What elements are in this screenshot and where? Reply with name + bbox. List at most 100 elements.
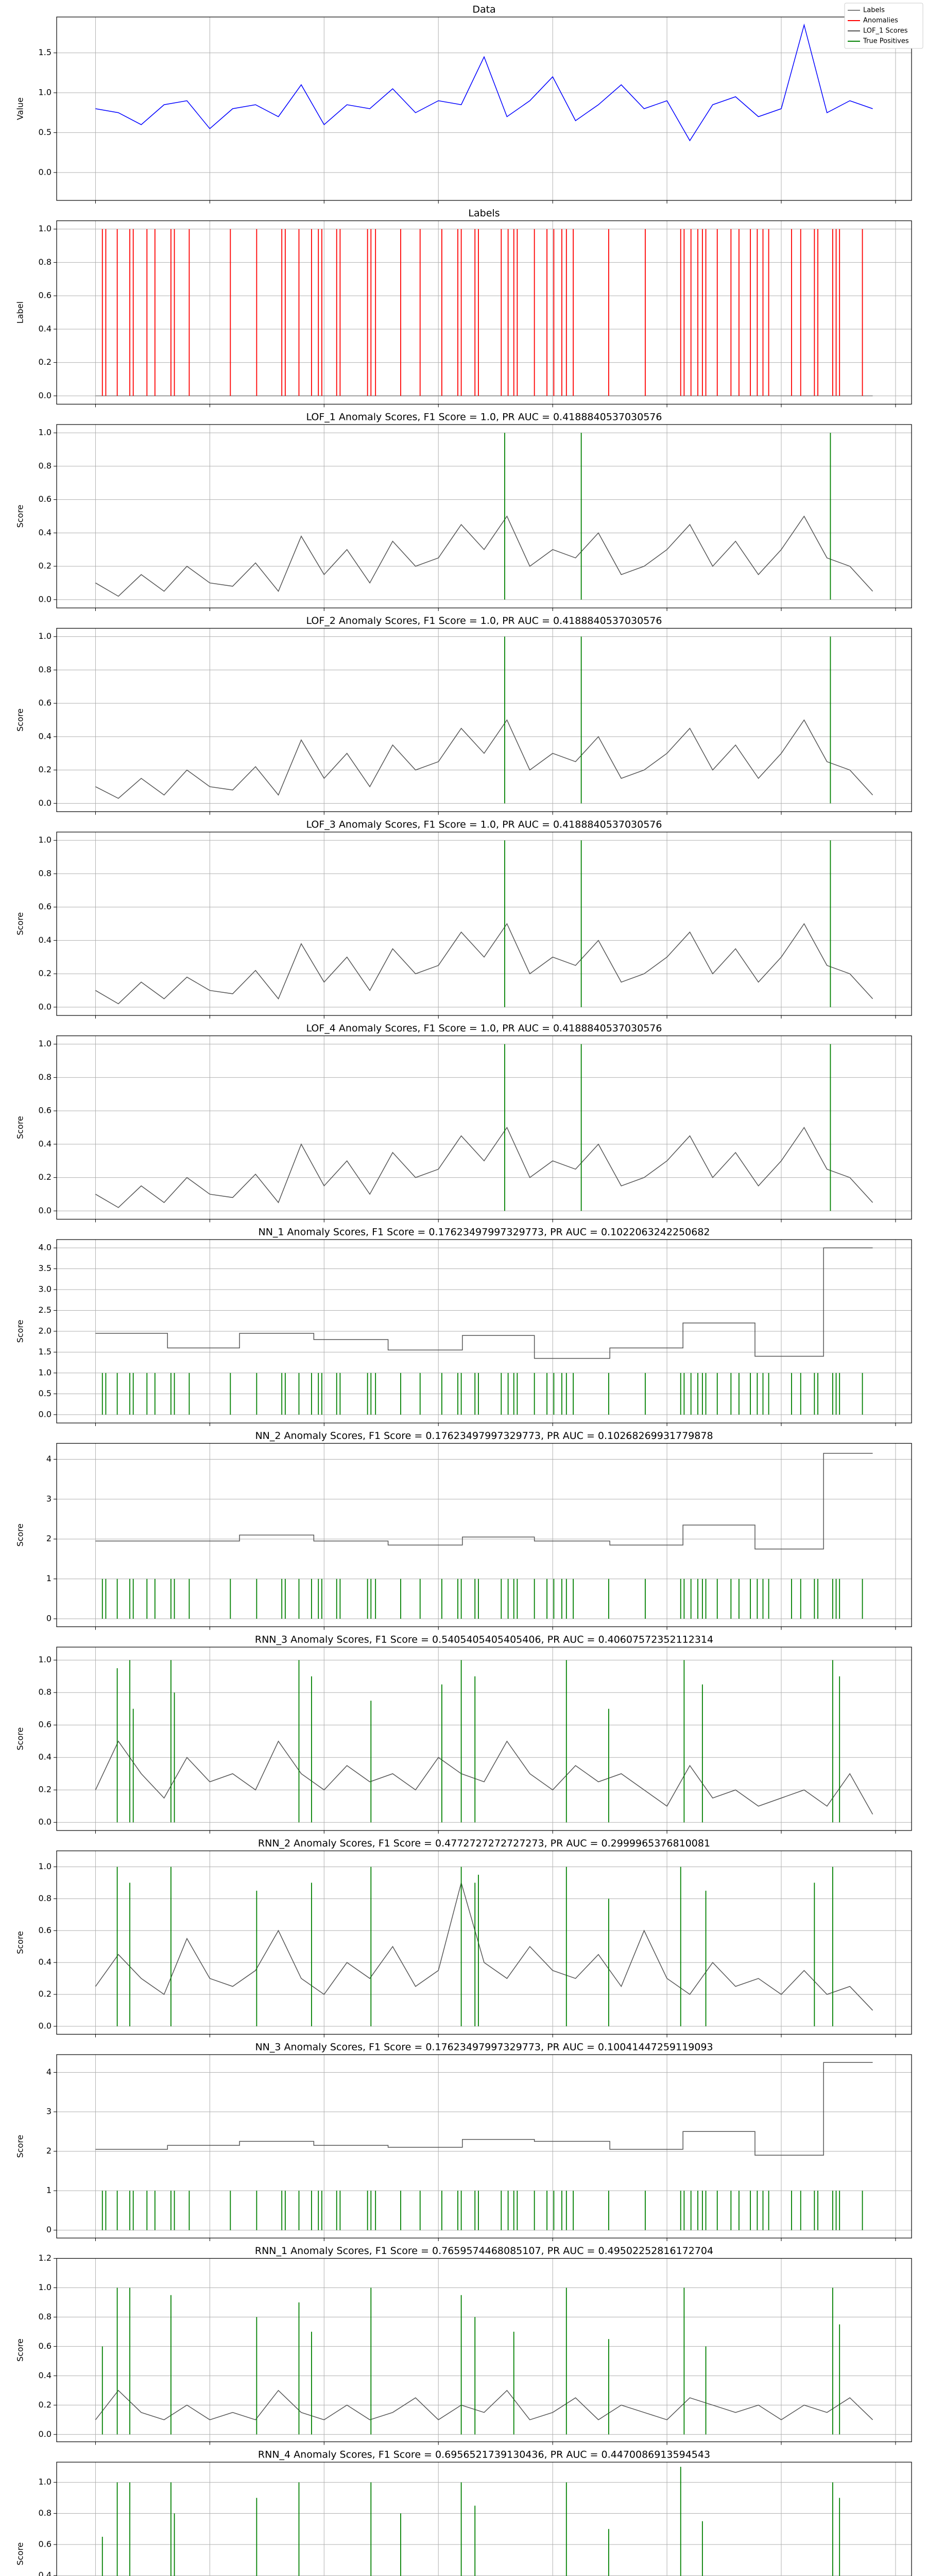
score-line — [95, 2389, 873, 2420]
panel: 0.0 0.2 0.4 0.6 0.8 1.0 1.2 RNN_1 Anomaly Score… — [15, 2245, 912, 2445]
panel-title: RNN_3 Anomaly Scores, F1 Score = 0.54054… — [255, 1634, 713, 1646]
y-tick-label: 0.8 — [39, 1687, 52, 1697]
axes-frame — [56, 1035, 912, 1220]
score-line — [95, 1740, 873, 1815]
panel-title: RNN_4 Anomaly Scores, F1 Score = 0.69565… — [258, 2449, 710, 2461]
y-tick-label: 0.8 — [39, 257, 52, 267]
panel: 0.0 0.5 1.0 1.5 2.0 2.5 3.0 3.5 4.0 NN_1 Anomaly … — [15, 1227, 912, 1426]
panel: 0.0 0.2 0.4 0.6 0.8 1.0 LOF_3 Anomaly Scores, … — [15, 819, 912, 1019]
legend-label: Labels — [863, 7, 885, 14]
y-tick-label: 0.2 — [39, 357, 52, 367]
panel-title: NN_1 Anomaly Scores, F1 Score = 0.176234… — [258, 1227, 710, 1238]
panel-title: Data — [472, 4, 495, 15]
y-tick-label: 1.0 — [39, 428, 52, 437]
y-tick-label: 4.0 — [39, 1243, 52, 1252]
y-tick-label: 0.0 — [39, 167, 52, 177]
axes-frame — [56, 220, 912, 405]
y-tick-label: 2 — [46, 2146, 52, 2156]
panel-title: Labels — [468, 208, 500, 219]
y-axis-label: Score — [15, 1320, 25, 1343]
y-tick-label: 0.6 — [39, 291, 52, 300]
y-tick-label: 0.6 — [39, 1925, 52, 1935]
y-tick-label: 1.0 — [39, 88, 52, 97]
y-tick-label: 0.4 — [39, 935, 52, 945]
panel: 0 1 2 3 4 NN_2 Anomaly Scores, F1 Score = 0.1… — [15, 1430, 912, 1630]
axes-frame — [56, 1850, 912, 2035]
y-tick-label: 3 — [46, 1494, 52, 1503]
panel-title: LOF_4 Anomaly Scores, F1 Score = 1.0, PR… — [306, 1023, 662, 1034]
y-tick-label: 0.8 — [39, 868, 52, 878]
y-tick-label: 0.0 — [39, 1206, 52, 1215]
score-line — [95, 923, 873, 1005]
y-tick-label: 1.0 — [39, 1655, 52, 1665]
y-tick-label: 0.6 — [39, 902, 52, 911]
y-tick-label: 1.0 — [39, 1367, 52, 1377]
y-tick-label: 0.6 — [39, 1106, 52, 1115]
y-tick-label: 1.0 — [39, 1039, 52, 1048]
y-axis-label: Score — [15, 708, 25, 732]
y-tick-label: 0.8 — [39, 2508, 52, 2518]
y-tick-label: 1.0 — [39, 224, 52, 233]
y-tick-label: 0.4 — [39, 1957, 52, 1967]
y-tick-label: 0.2 — [39, 561, 52, 571]
y-tick-label: 1.0 — [39, 2477, 52, 2487]
y-tick-label: 0.8 — [39, 2312, 52, 2321]
score-line — [95, 23, 873, 142]
y-tick-label: 0.0 — [39, 1002, 52, 1011]
y-tick-label: 0.2 — [39, 1785, 52, 1794]
y-axis-label: Score — [15, 505, 25, 528]
y-tick-label: 0.5 — [39, 127, 52, 137]
panel-title: NN_3 Anomaly Scores, F1 Score = 0.176234… — [255, 2042, 713, 2053]
y-tick-label: 0.0 — [39, 1817, 52, 1827]
y-tick-label: 0.8 — [39, 1893, 52, 1903]
y-tick-label: 0.4 — [39, 528, 52, 537]
score-line — [95, 1126, 873, 1208]
y-tick-label: 4 — [46, 1454, 52, 1464]
y-tick-label: 4 — [46, 2067, 52, 2077]
panel-title: LOF_1 Anomaly Scores, F1 Score = 1.0, PR… — [306, 412, 662, 423]
score-line — [95, 515, 873, 597]
panel-title: NN_2 Anomaly Scores, F1 Score = 0.176234… — [255, 1430, 713, 1442]
y-tick-label: 1.0 — [39, 631, 52, 641]
score-line — [95, 1881, 873, 2011]
score-line — [95, 1453, 873, 1550]
y-tick-label: 0.6 — [39, 1720, 52, 1730]
y-tick-label: 0.4 — [39, 1139, 52, 1148]
panel: 0.0 0.2 0.4 0.6 0.8 1.0 LOF_2 Anomaly Scores, … — [15, 615, 912, 815]
y-tick-label: 0.6 — [39, 2539, 52, 2549]
panel-title: RNN_1 Anomaly Scores, F1 Score = 0.76595… — [255, 2245, 713, 2257]
y-axis-label: Score — [15, 1727, 25, 1751]
y-axis-label: Score — [15, 1523, 25, 1547]
y-tick-label: 0.4 — [39, 324, 52, 333]
y-tick-label: 0.8 — [39, 461, 52, 470]
axes-frame — [56, 628, 912, 812]
panel: 0.0 0.2 0.4 0.6 0.8 1.0 LOF_4 Anomaly Scores, … — [15, 1023, 912, 1223]
score-line — [95, 2062, 873, 2156]
y-tick-label: 1.2 — [39, 2253, 52, 2263]
y-tick-label: 1 — [46, 2185, 52, 2195]
axes-frame — [56, 2258, 912, 2443]
y-tick-label: 0 — [46, 2225, 52, 2234]
panel: 0.0 0.5 1.0 1.5 Data Value — [15, 4, 912, 204]
y-tick-label: 1.5 — [39, 47, 52, 57]
y-tick-label: 0.6 — [39, 2341, 52, 2351]
legend-box — [844, 3, 923, 49]
y-tick-label: 0.0 — [39, 391, 52, 400]
y-tick-label: 1.5 — [39, 1347, 52, 1357]
axes-frame — [56, 1647, 912, 1831]
y-axis-label: Score — [15, 2543, 25, 2566]
legend-label: LOF_1 Scores — [863, 27, 908, 35]
y-tick-label: 0.8 — [39, 1072, 52, 1082]
y-tick-label: 0.8 — [39, 665, 52, 674]
y-tick-label: 0 — [46, 1614, 52, 1623]
axes-frame — [56, 1443, 912, 1628]
y-tick-label: 3.5 — [39, 1263, 52, 1273]
axes-frame — [56, 16, 912, 201]
y-axis-label: Score — [15, 1931, 25, 1954]
y-tick-label: 0.0 — [39, 2021, 52, 2031]
y-tick-label: 3.0 — [39, 1284, 52, 1294]
panel: 0.0 0.2 0.4 0.6 0.8 1.0 LOF_1 Anomaly Scores, … — [15, 412, 912, 611]
panel-title: LOF_2 Anomaly Scores, F1 Score = 1.0, PR… — [306, 615, 662, 626]
panel-title: LOF_3 Anomaly Scores, F1 Score = 1.0, PR… — [306, 819, 662, 831]
y-tick-label: 0.2 — [39, 1172, 52, 1182]
